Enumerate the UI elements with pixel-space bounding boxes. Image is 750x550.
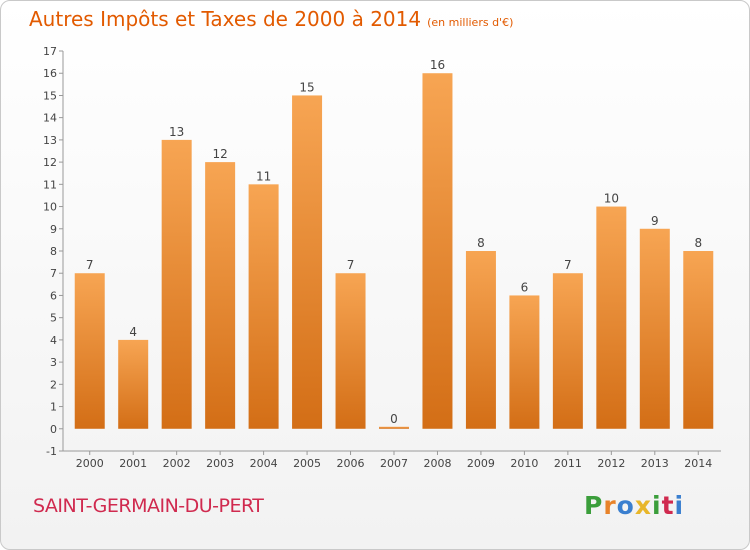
x-tick-label: 2003 [206,457,234,470]
bar [552,273,583,429]
y-tick-label: 15 [43,89,57,102]
bar [74,273,105,429]
y-tick-label: 8 [50,245,57,258]
bar [379,426,409,429]
data-label: 8 [477,236,485,250]
data-label: 10 [604,192,619,206]
data-label: 7 [86,258,94,272]
y-tick-label: 16 [43,67,57,80]
y-tick-label: 3 [50,356,57,369]
x-tick-label: 2000 [76,457,104,470]
data-label: 7 [347,258,355,272]
x-tick-label: 2005 [293,457,321,470]
proxiti-logo: Proxiti [584,491,684,520]
data-label: 12 [212,147,227,161]
x-tick-label: 2010 [510,457,538,470]
y-tick-label: 10 [43,201,57,214]
bar [161,139,192,429]
bar [639,228,670,429]
y-tick-label: 11 [43,178,57,191]
bar [248,184,279,429]
x-tick-label: 2002 [163,457,191,470]
bar [465,251,496,429]
data-label: 13 [169,125,184,139]
y-tick-label: 7 [50,267,57,280]
data-label: 6 [521,280,529,294]
bar [422,73,453,429]
municipality-name: SAINT-GERMAIN-DU-PERT [33,495,264,517]
y-tick-label: 13 [43,134,57,147]
bar [118,339,149,429]
data-label: 9 [651,214,659,228]
y-tick-label: 4 [50,334,57,347]
y-tick-label: 5 [50,312,57,325]
data-label: 15 [299,80,314,94]
logo-letter: P [584,491,604,520]
x-tick-label: 2004 [250,457,278,470]
x-tick-label: 2007 [380,457,408,470]
data-label: 16 [430,58,445,72]
chart-subtitle: (en milliers d'€) [427,16,514,29]
y-tick-label: 2 [50,378,57,391]
bar [683,251,714,429]
chart-title-text: Autres Impôts et Taxes de 2000 à 2014 [29,7,422,31]
logo-letter: r [603,491,617,520]
logo-letter: t [661,491,675,520]
x-tick-label: 2001 [119,457,147,470]
logo-letter: i [674,491,685,520]
y-tick-label: 14 [43,112,57,125]
logo-letter: x [634,491,652,520]
y-tick-label: 9 [50,223,57,236]
data-label: 0 [390,412,398,426]
data-label: 11 [256,169,271,183]
chart-title: Autres Impôts et Taxes de 2000 à 2014 (en… [29,7,513,31]
y-tick-label: 12 [43,156,57,169]
x-tick-label: 2012 [597,457,625,470]
x-tick-label: 2014 [684,457,712,470]
logo-letter: o [616,491,635,520]
bar [596,206,627,429]
data-label: 8 [694,236,702,250]
bar [509,295,540,429]
bar [205,162,236,429]
y-tick-label: 17 [43,45,57,58]
x-tick-label: 2011 [554,457,582,470]
data-label: 4 [129,325,137,339]
y-tick-label: 6 [50,289,57,302]
x-tick-label: 2008 [423,457,451,470]
x-tick-label: 2013 [641,457,669,470]
data-label: 7 [564,258,572,272]
bar [292,95,323,429]
x-tick-label: 2009 [467,457,495,470]
x-tick-label: 2006 [337,457,365,470]
y-tick-label: 1 [50,401,57,414]
bar [335,273,366,429]
y-tick-label: -1 [46,445,57,458]
y-tick-label: 0 [50,423,57,436]
logo-letter: i [652,491,662,520]
